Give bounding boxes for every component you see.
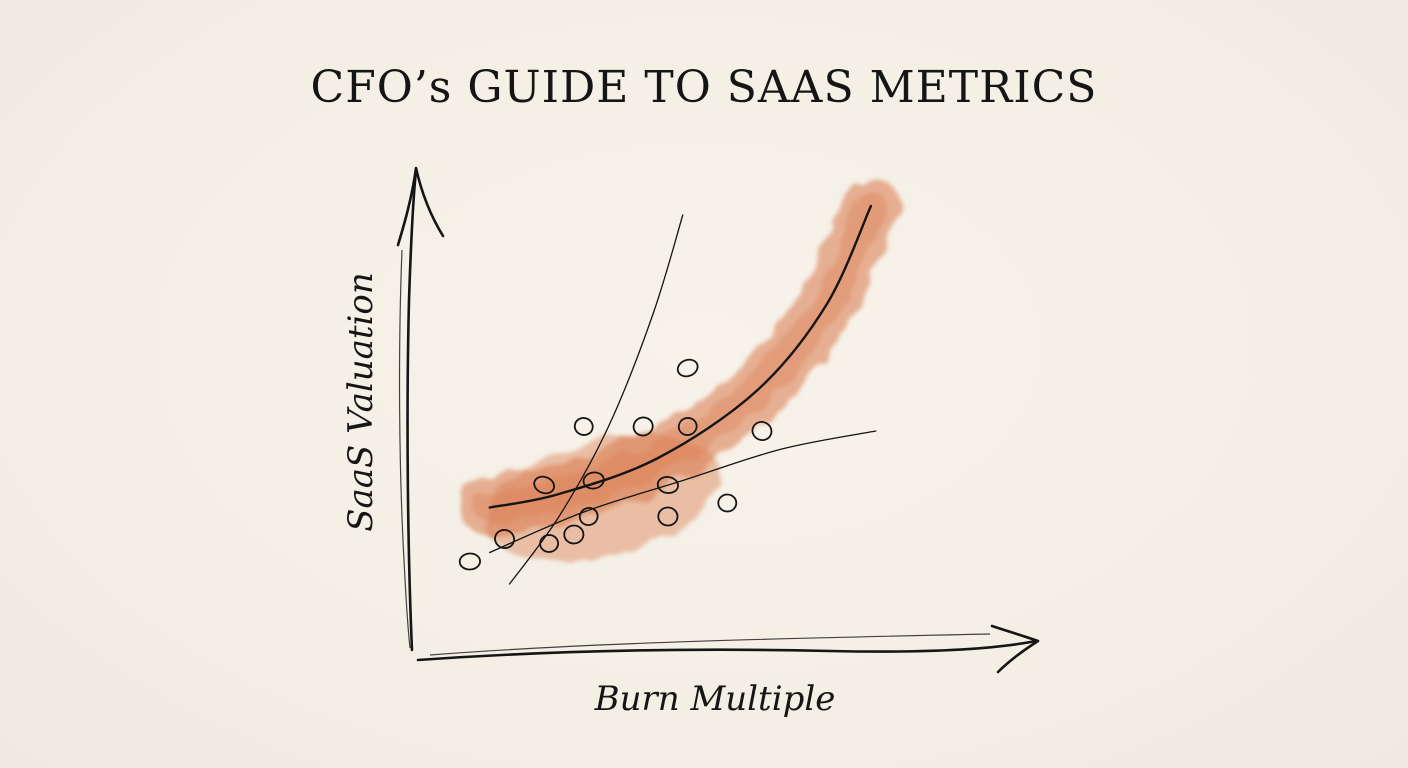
- y-axis-line: [406, 168, 418, 652]
- data-point: [657, 506, 679, 527]
- data-point: [533, 475, 555, 495]
- x-axis-arrow: [990, 624, 1040, 674]
- data-point: [677, 417, 698, 436]
- x-axis-label: Burn Multiple: [594, 679, 836, 719]
- chart-title: CFO’s GUIDE TO SAAS METRICS: [310, 62, 1098, 113]
- y-axis-label: SaaS Valuation: [341, 272, 381, 532]
- data-point: [656, 476, 679, 494]
- trend-line-main: [488, 204, 873, 509]
- data-point: [494, 529, 516, 549]
- data-point: [578, 507, 599, 526]
- data-point: [539, 534, 559, 553]
- data-point: [751, 420, 773, 442]
- cluster-blob: [486, 435, 721, 562]
- x-axis-sketch: [429, 633, 991, 656]
- data-point: [563, 524, 585, 545]
- y-axis-arrow: [396, 166, 445, 247]
- trend-line-flat: [489, 430, 877, 554]
- x-axis-line: [416, 639, 1038, 662]
- data-point: [573, 417, 594, 436]
- y-axis-sketch: [398, 249, 411, 649]
- data-point: [676, 358, 699, 378]
- data-point: [582, 471, 605, 490]
- data-point: [717, 493, 738, 513]
- data-point: [458, 552, 481, 571]
- data-point: [632, 416, 654, 437]
